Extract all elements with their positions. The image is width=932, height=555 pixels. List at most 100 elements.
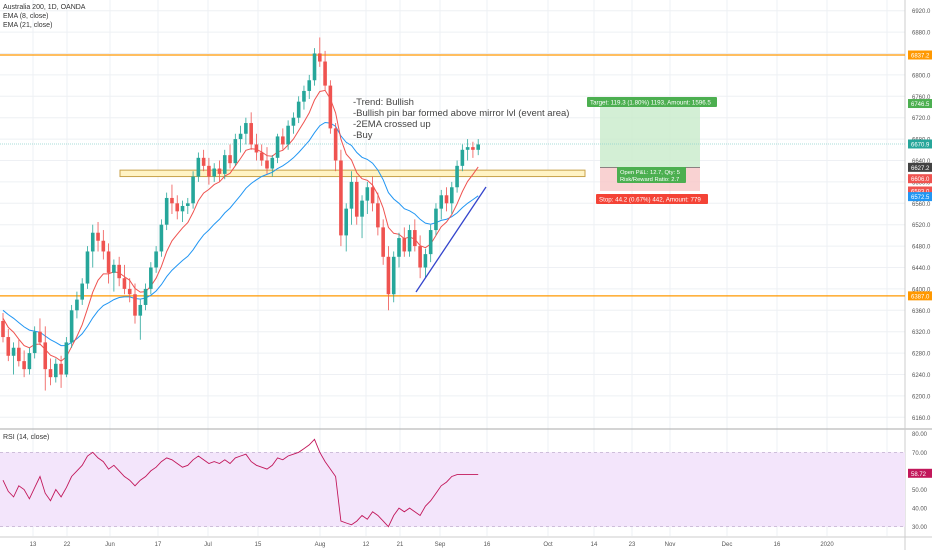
candle-body bbox=[370, 187, 375, 204]
candle-body bbox=[101, 240, 106, 252]
candle-body bbox=[265, 160, 269, 169]
candle-body bbox=[291, 117, 296, 126]
time-tick-label: 21 bbox=[397, 542, 404, 548]
candle-body bbox=[64, 342, 69, 375]
candle-body bbox=[434, 208, 438, 231]
candle-body bbox=[333, 128, 338, 161]
candle-body bbox=[423, 254, 428, 268]
candle-body bbox=[397, 238, 401, 257]
time-tick-label: Jul bbox=[204, 542, 212, 548]
candle-body bbox=[444, 195, 449, 204]
candle-body bbox=[11, 347, 16, 356]
price-tick-label: 6800.0 bbox=[912, 73, 931, 79]
rsi-tick-label: 40.00 bbox=[912, 507, 928, 513]
candle-body bbox=[238, 133, 243, 140]
candle-body bbox=[439, 195, 444, 209]
price-badge bbox=[908, 50, 932, 60]
candle-body bbox=[228, 155, 232, 164]
time-tick-label: Aug bbox=[315, 542, 326, 548]
ema-slow-legend: EMA (21, close) bbox=[3, 22, 53, 29]
price-tick-label: 6600.0 bbox=[912, 180, 931, 186]
time-tick-label: 12 bbox=[363, 542, 370, 548]
time-tick-label: 13 bbox=[30, 542, 37, 548]
symbol-legend: Australia 200, 1D, OANDA bbox=[3, 4, 86, 11]
candle-body bbox=[212, 168, 216, 177]
price-badge bbox=[908, 291, 932, 301]
time-axis: 13 22 Jun 17 Jul 15 Aug 12 21 Sep 16 Oct 14 23 Nov Dec 1… bbox=[30, 542, 835, 548]
time-tick-label: Nov bbox=[665, 542, 676, 548]
time-tick-label: Oct bbox=[543, 542, 553, 548]
annotation-line: -2EMA crossed up bbox=[353, 119, 431, 130]
price-tick-label: 6440.0 bbox=[912, 266, 931, 272]
annotation-line: -Trend: Bullish bbox=[353, 97, 414, 108]
price-badge bbox=[908, 192, 932, 202]
rsi-value-badge bbox=[908, 468, 932, 478]
candle-body bbox=[344, 208, 348, 236]
candle-body bbox=[164, 197, 169, 225]
candle-body bbox=[302, 90, 306, 102]
candle-body bbox=[17, 347, 21, 362]
candle-body bbox=[244, 123, 248, 134]
price-badge-text: 6572.5 bbox=[911, 195, 930, 201]
candle-body bbox=[43, 342, 48, 370]
rsi-value-text: 58.72 bbox=[911, 472, 927, 478]
rsi-tick-label: 80.00 bbox=[912, 432, 928, 438]
candle-body bbox=[59, 363, 63, 375]
candle-body bbox=[180, 205, 185, 212]
price-badge-text: 6627.2 bbox=[911, 166, 930, 172]
price-badges: 6837.26746.56670.96627.26606.06583.06572… bbox=[908, 50, 932, 301]
rsi-tick-label: 70.00 bbox=[912, 451, 928, 457]
annotation-line: -Bullish pin bar formed above mirror lvl… bbox=[353, 108, 569, 119]
price-badge bbox=[908, 186, 932, 196]
candle-body bbox=[191, 176, 195, 204]
candle-body bbox=[402, 238, 407, 252]
candle-body bbox=[207, 165, 211, 177]
price-badge bbox=[908, 139, 932, 149]
pnl-label-bg bbox=[617, 167, 686, 183]
candle-body bbox=[112, 264, 116, 273]
candle-body bbox=[376, 203, 380, 228]
candle-body bbox=[217, 168, 222, 174]
price-tick-label: 6240.0 bbox=[912, 373, 931, 379]
price-badge bbox=[908, 174, 932, 184]
price-tick-label: 6560.0 bbox=[912, 202, 931, 208]
candle-body bbox=[106, 251, 111, 273]
candle-body bbox=[222, 155, 227, 174]
candle-body bbox=[85, 251, 90, 284]
candle-body bbox=[386, 256, 391, 295]
time-tick-label: 22 bbox=[64, 542, 71, 548]
candle-body bbox=[154, 251, 158, 268]
candle-body bbox=[175, 203, 180, 212]
candle-body bbox=[413, 230, 417, 247]
candle-body bbox=[196, 157, 201, 177]
price-tick-label: 6920.0 bbox=[912, 9, 931, 15]
price-tick-label: 6200.0 bbox=[912, 394, 931, 400]
rsi-band bbox=[0, 452, 905, 527]
candle-body bbox=[1, 321, 5, 338]
price-badge-text: 6670.9 bbox=[911, 142, 930, 148]
price-badge-text: 6837.2 bbox=[911, 53, 930, 59]
stop-label-bg bbox=[596, 194, 708, 204]
time-tick-label: Dec bbox=[722, 542, 733, 548]
candle-body bbox=[233, 139, 238, 164]
candle-body bbox=[360, 200, 364, 217]
target-label: Target: 119.3 (1.80%) 1193, Amount: 1596… bbox=[587, 97, 717, 107]
time-tick-label: 17 bbox=[155, 542, 162, 548]
stop-label-text: Stop: 44.2 (0.67%) 442, Amount: 779 bbox=[599, 196, 701, 203]
candle-body bbox=[270, 157, 275, 169]
candle-body bbox=[318, 53, 322, 62]
stop-label: Stop: 44.2 (0.67%) 442, Amount: 779 bbox=[596, 194, 708, 204]
time-tick-label: 16 bbox=[484, 542, 491, 548]
candle-body bbox=[450, 187, 454, 204]
candle-body bbox=[428, 230, 433, 255]
time-tick-label: Jun bbox=[105, 542, 115, 548]
candle-body bbox=[275, 136, 280, 158]
candle-body bbox=[365, 187, 370, 201]
time-tick-label: 2020 bbox=[820, 542, 834, 548]
rsi-legend: RSI (14, close) bbox=[3, 434, 50, 441]
price-tick-label: 6640.0 bbox=[912, 159, 931, 165]
price-badge bbox=[908, 99, 932, 109]
